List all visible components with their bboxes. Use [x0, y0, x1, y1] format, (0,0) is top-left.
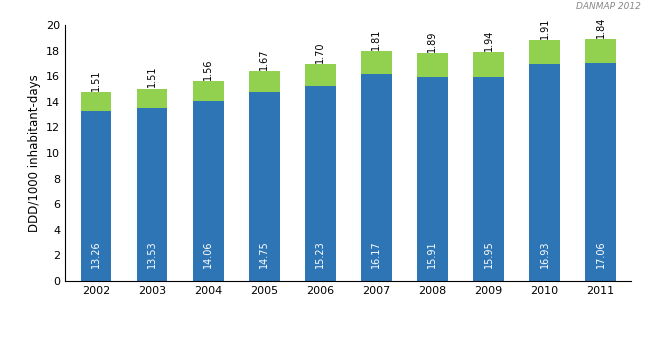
Bar [417, 77, 448, 281]
Text: 1.84: 1.84 [596, 17, 605, 38]
Text: 14.06: 14.06 [203, 240, 213, 268]
Bar [81, 111, 111, 281]
Bar [81, 92, 111, 111]
Bar [249, 92, 279, 281]
Text: DANMAP 2012: DANMAP 2012 [576, 2, 641, 11]
Bar [361, 74, 392, 281]
Bar [137, 89, 167, 108]
Bar [473, 52, 504, 77]
Text: 16.93: 16.93 [540, 240, 549, 268]
Text: 1.51: 1.51 [147, 66, 157, 87]
Text: 1.56: 1.56 [203, 58, 213, 80]
Text: 13.53: 13.53 [147, 240, 157, 268]
Text: 1.67: 1.67 [259, 48, 269, 70]
Bar [305, 86, 336, 281]
Text: 15.91: 15.91 [428, 240, 437, 268]
Bar [249, 71, 279, 92]
Bar [193, 81, 223, 101]
Text: 1.51: 1.51 [91, 69, 101, 91]
Text: 1.91: 1.91 [540, 17, 549, 39]
Bar [585, 63, 616, 281]
Text: 13.26: 13.26 [91, 240, 101, 268]
Bar [529, 40, 560, 64]
Text: 16.17: 16.17 [371, 240, 381, 268]
Text: 14.75: 14.75 [259, 240, 269, 268]
Text: 15.23: 15.23 [315, 240, 326, 268]
Bar [473, 77, 504, 281]
Text: 1.94: 1.94 [484, 30, 493, 51]
Y-axis label: DDD/1000 inhabitant-days: DDD/1000 inhabitant-days [27, 74, 40, 232]
Bar [585, 39, 616, 63]
Text: 1.70: 1.70 [315, 42, 326, 63]
Text: 15.95: 15.95 [484, 240, 493, 268]
Text: 1.89: 1.89 [428, 31, 437, 52]
Bar [137, 108, 167, 281]
Text: 1.81: 1.81 [371, 28, 381, 50]
Bar [529, 64, 560, 281]
Bar [361, 51, 392, 74]
Bar [305, 64, 336, 86]
Text: 17.06: 17.06 [596, 240, 605, 268]
Bar [417, 53, 448, 77]
Bar [193, 101, 223, 281]
